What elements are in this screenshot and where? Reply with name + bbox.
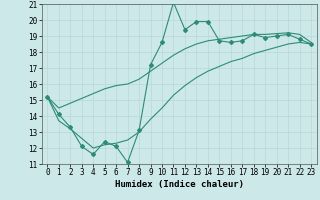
X-axis label: Humidex (Indice chaleur): Humidex (Indice chaleur) [115,180,244,189]
